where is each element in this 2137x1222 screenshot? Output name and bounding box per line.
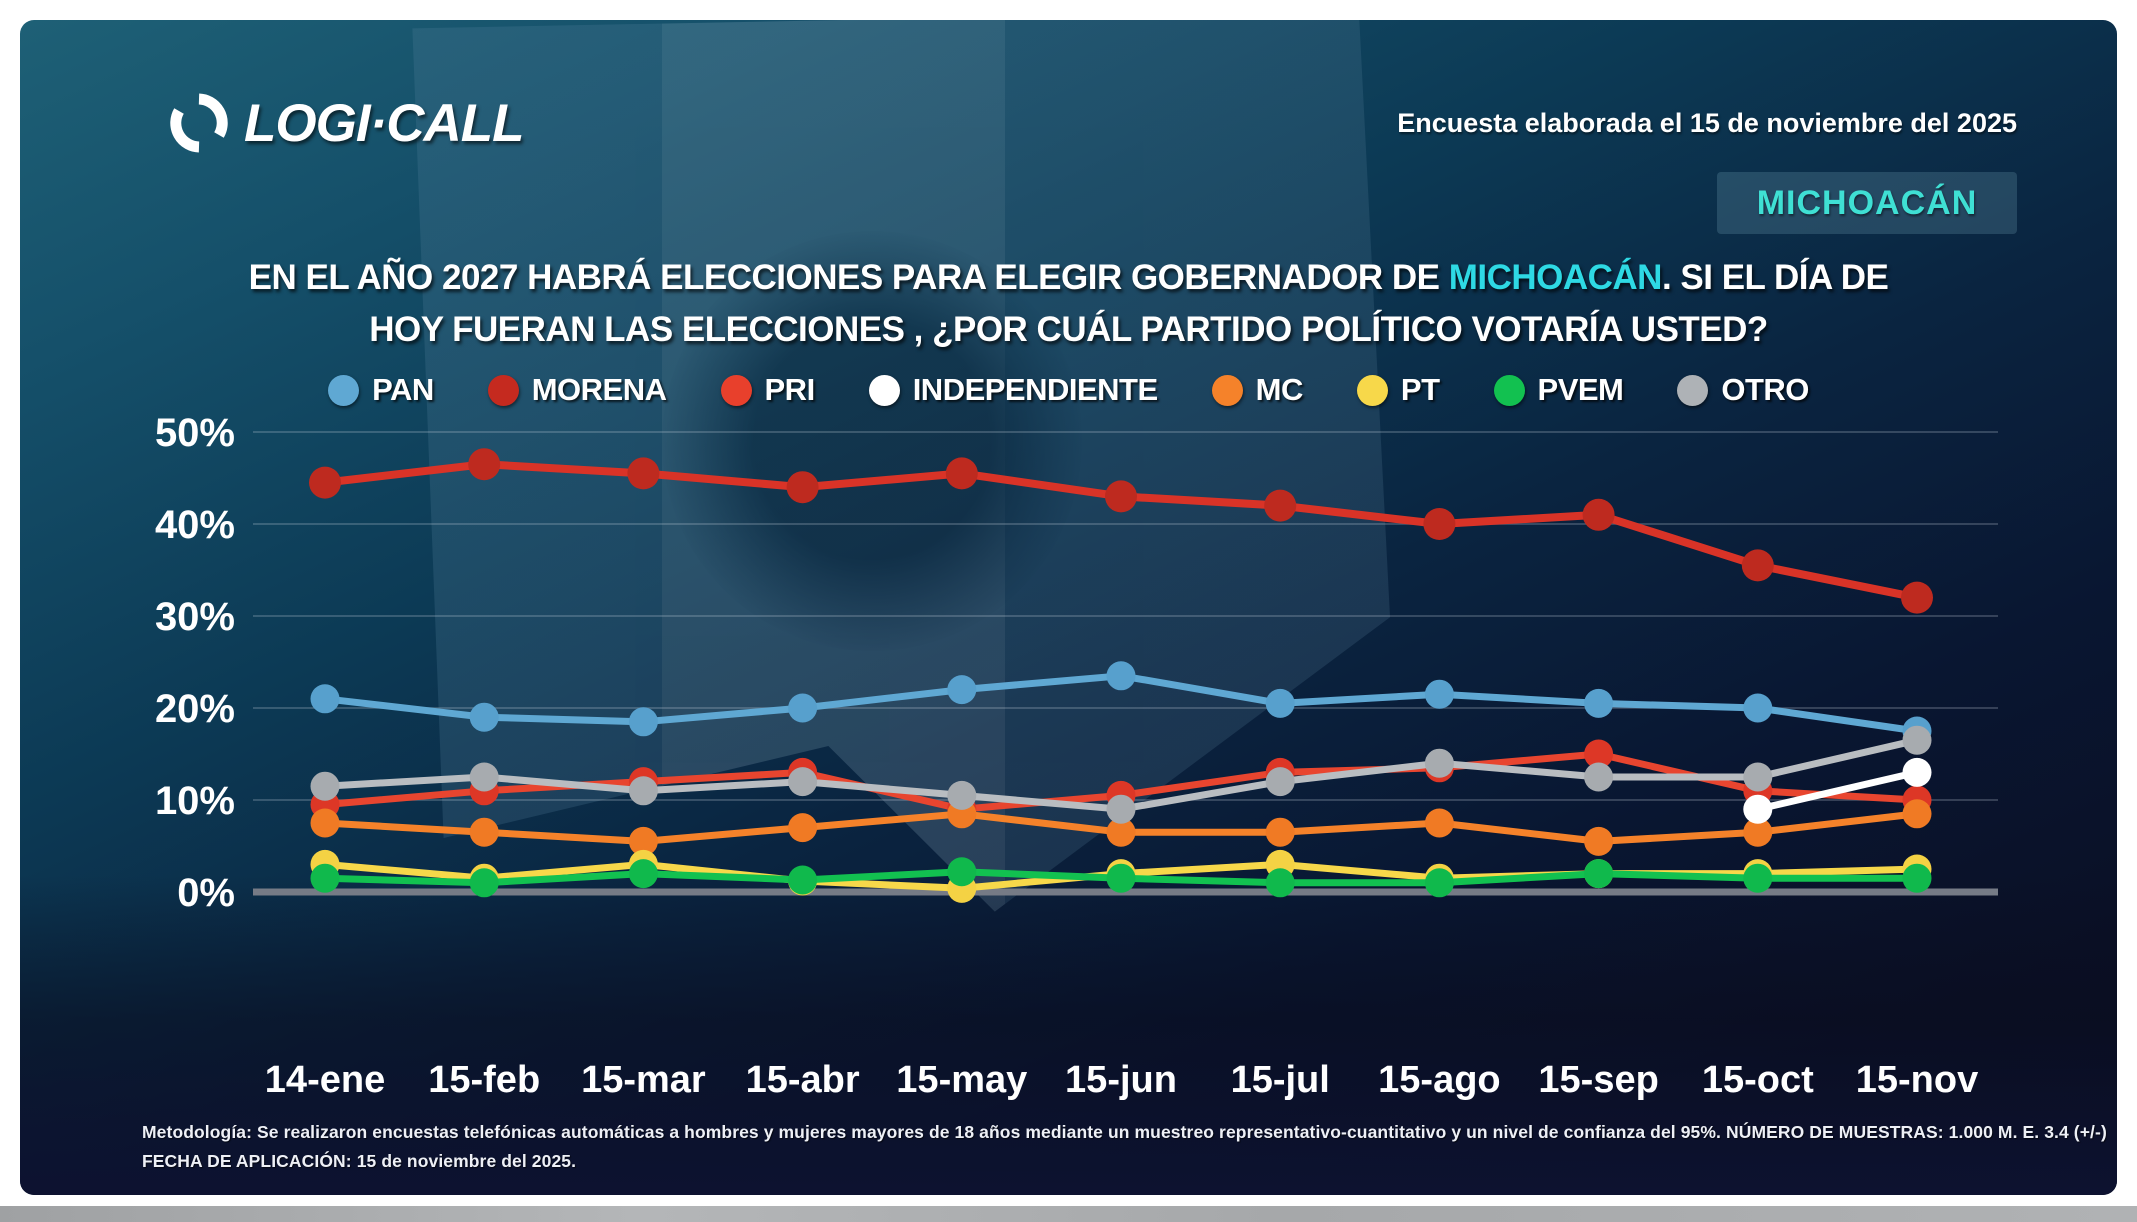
svg-text:50%: 50% <box>155 411 235 455</box>
legend-color-dot-icon <box>328 374 360 406</box>
legend-color-dot-icon <box>1493 374 1525 406</box>
svg-text:20%: 20% <box>155 687 235 731</box>
logo-text: LOGI·CALL <box>244 93 524 153</box>
legend-party-label: MORENA <box>531 372 667 407</box>
methodology-line-1: Metodología: Se realizaron encuestas tel… <box>142 1122 2107 1142</box>
legend-party-label: PAN <box>372 372 434 407</box>
svg-text:15-oct: 15-oct <box>1702 1059 1814 1101</box>
legend-item: INDEPENDIENTE <box>868 372 1158 408</box>
legend-party-label: OTRO <box>1721 372 1809 407</box>
svg-text:15-sep: 15-sep <box>1538 1059 1658 1101</box>
question-highlight-state: MICHOACÁN <box>1448 258 1663 297</box>
svg-text:10%: 10% <box>155 779 235 823</box>
question-title: EN EL AÑO 2027 HABRÁ ELECCIONES PARA ELE… <box>20 252 2117 356</box>
page-bottom-strip <box>0 1206 2137 1222</box>
methodology-line-2: FECHA DE APLICACIÓN: 15 de noviembre del… <box>142 1151 577 1171</box>
poll-line-chart: 0% 10% 20% 30% 40% 50% 14-ene 15-feb 15-mar 15-ab… <box>155 411 1998 1101</box>
svg-text:15-jul: 15-jul <box>1231 1059 1330 1101</box>
svg-text:15-jun: 15-jun <box>1065 1059 1177 1101</box>
svg-text:14-ene: 14-ene <box>265 1059 385 1101</box>
legend-color-dot-icon <box>868 374 900 406</box>
survey-date-note: Encuesta elaborada el 15 de noviembre de… <box>1397 108 2017 138</box>
svg-text:15-abr: 15-abr <box>746 1059 860 1101</box>
state-badge: MICHOACÁN <box>1717 172 2017 234</box>
legend-party-label: PT <box>1400 372 1440 407</box>
legend-color-dot-icon <box>1211 374 1243 406</box>
legend-party-label: PRI <box>764 372 816 407</box>
svg-text:15-feb: 15-feb <box>428 1059 540 1101</box>
svg-text:30%: 30% <box>155 595 235 639</box>
legend-item: MC <box>1211 372 1304 408</box>
legend-party-label: PVEM <box>1537 372 1624 407</box>
logicall-logo-icon <box>170 93 228 153</box>
question-line-1: EN EL AÑO 2027 HABRÁ ELECCIONES PARA ELE… <box>20 252 2117 304</box>
question-line1-post: . SI EL DÍA DE <box>1661 258 1889 297</box>
question-line-2: HOY FUERAN LAS ELECCIONES , ¿POR CUÁL PA… <box>369 310 1768 349</box>
legend-party-label: INDEPENDIENTE <box>912 372 1158 407</box>
legend-item: PT <box>1356 372 1440 408</box>
legend-color-dot-icon <box>1677 374 1709 406</box>
legend-item: PAN <box>328 372 434 408</box>
legend-color-dot-icon <box>720 374 752 406</box>
legend-item: PVEM <box>1493 372 1624 408</box>
svg-text:15-nov: 15-nov <box>1856 1059 1978 1101</box>
party-legend: PAN MORENA PRI INDEPENDIENTE MC <box>20 372 2117 408</box>
svg-text:15-mar: 15-mar <box>581 1059 706 1101</box>
legend-item: MORENA <box>487 372 667 408</box>
legend-item: OTRO <box>1677 372 1809 408</box>
question-line1-pre: EN EL AÑO 2027 HABRÁ ELECCIONES PARA ELE… <box>248 258 1449 297</box>
svg-text:0%: 0% <box>177 871 235 915</box>
svg-text:15-may: 15-may <box>896 1059 1027 1101</box>
legend-party-label: MC <box>1255 372 1304 407</box>
legend-color-dot-icon <box>487 374 519 406</box>
logo: LOGI·CALL <box>168 92 524 154</box>
svg-text:40%: 40% <box>155 503 235 547</box>
methodology-footer: Metodología: Se realizaron encuestas tel… <box>142 1118 2107 1176</box>
svg-text:15-ago: 15-ago <box>1378 1059 1500 1101</box>
legend-item: PRI <box>720 372 816 408</box>
poll-card: 0% 10% 20% 30% 40% 50% 14-ene 15-feb 15-mar 15-ab… <box>20 20 2117 1195</box>
legend-color-dot-icon <box>1356 374 1388 406</box>
